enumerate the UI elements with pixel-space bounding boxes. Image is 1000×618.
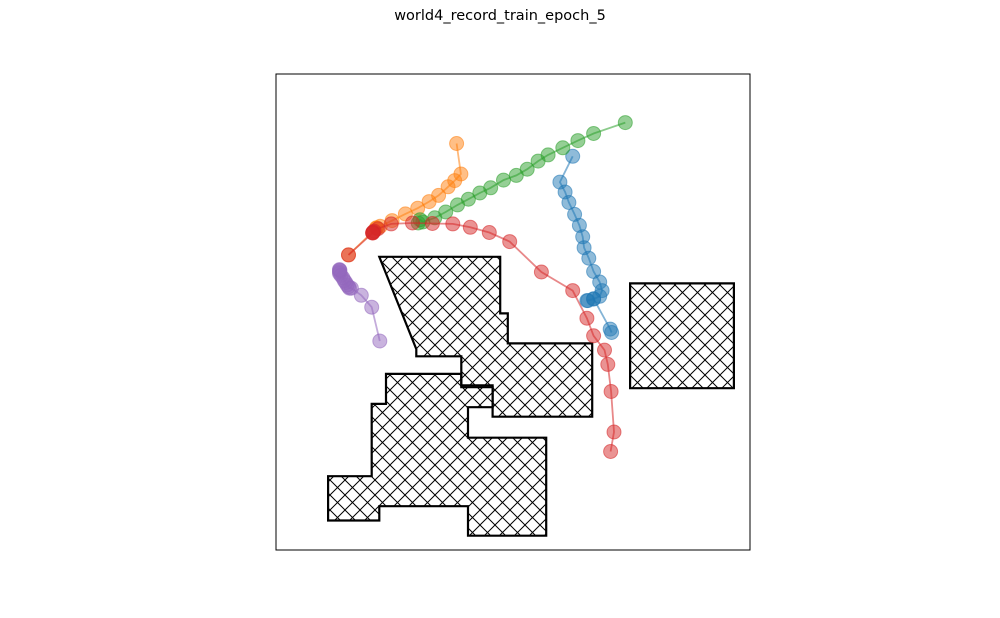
data-point bbox=[555, 140, 571, 156]
obstacle-2 bbox=[628, 282, 736, 390]
trajectory-3 bbox=[410, 115, 633, 231]
chart-title: world4_record_train_epoch_5 bbox=[394, 8, 606, 24]
data-point bbox=[472, 185, 488, 201]
data-point bbox=[502, 234, 518, 250]
data-point bbox=[481, 225, 497, 240]
data-point bbox=[533, 264, 549, 280]
data-point bbox=[496, 172, 511, 188]
data-point bbox=[581, 250, 597, 266]
data-point bbox=[604, 325, 620, 340]
data-point bbox=[372, 333, 388, 349]
data-point bbox=[617, 115, 633, 131]
data-point bbox=[462, 219, 478, 235]
data-point bbox=[508, 167, 524, 183]
data-point bbox=[565, 283, 581, 299]
obstacle-1 bbox=[377, 255, 594, 418]
data-point bbox=[421, 194, 437, 210]
data-point bbox=[565, 148, 581, 164]
axes-frame bbox=[275, 73, 751, 551]
data-point bbox=[603, 444, 619, 459]
trajectory-5 bbox=[332, 262, 388, 349]
data-point bbox=[341, 247, 356, 263]
trajectory-4 bbox=[341, 215, 622, 459]
data-point bbox=[530, 153, 546, 169]
data-point bbox=[365, 225, 381, 241]
data-point bbox=[440, 179, 456, 195]
data-point bbox=[597, 342, 612, 358]
data-point bbox=[445, 216, 461, 232]
trajectory-layer bbox=[332, 115, 633, 459]
data-point bbox=[364, 299, 380, 315]
data-point bbox=[570, 133, 586, 149]
data-point bbox=[606, 424, 622, 440]
data-point bbox=[603, 384, 619, 399]
data-point bbox=[449, 136, 465, 151]
data-point bbox=[450, 197, 465, 213]
data-point bbox=[561, 195, 577, 210]
data-point bbox=[424, 216, 440, 231]
data-point bbox=[579, 310, 595, 326]
data-point bbox=[586, 126, 602, 141]
data-point bbox=[383, 216, 399, 232]
data-point bbox=[405, 215, 420, 231]
obstacle-3 bbox=[327, 372, 548, 537]
data-point bbox=[586, 328, 602, 344]
trajectory-1 bbox=[552, 148, 620, 340]
data-point bbox=[332, 262, 347, 278]
data-point bbox=[600, 356, 616, 372]
obstacle-layer bbox=[327, 255, 736, 537]
data-point bbox=[586, 291, 602, 307]
